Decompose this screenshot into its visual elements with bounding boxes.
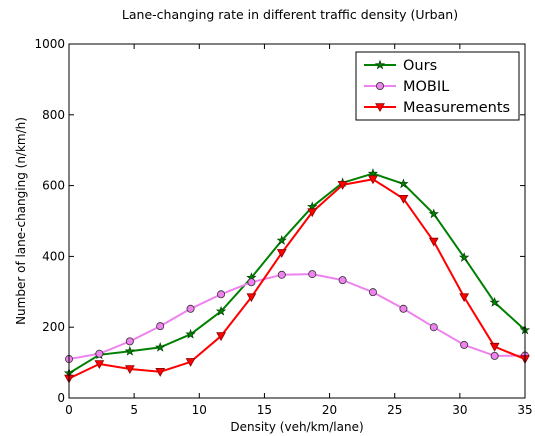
ours-line <box>68 172 526 375</box>
x-axis-label: Density (veh/km/lane) <box>230 420 363 434</box>
y-tick-label: 800 <box>42 108 65 122</box>
ours-marker <box>215 305 227 316</box>
series-mobil <box>65 270 530 364</box>
measurements-marker <box>489 342 500 352</box>
mobil-marker <box>368 288 377 297</box>
ours-marker <box>489 297 500 307</box>
plot-frame <box>68 43 526 399</box>
series-measurements <box>64 175 530 384</box>
ours-marker <box>155 341 166 352</box>
x-tick-label: 35 <box>517 403 532 417</box>
x-tick-label: 5 <box>130 403 138 417</box>
measurements-marker <box>155 368 166 377</box>
measurements-marker <box>246 293 257 303</box>
legend-label: Measurements <box>403 100 510 116</box>
ours-marker <box>124 345 135 356</box>
y-tick-label: 200 <box>42 320 65 334</box>
y-tick-label: 600 <box>42 179 65 193</box>
mobil-marker <box>308 270 317 279</box>
measurements-marker <box>216 332 226 342</box>
legend-label: Ours <box>403 58 437 74</box>
measurements-marker <box>185 358 196 367</box>
measurements-marker <box>94 360 105 370</box>
mobil-marker <box>247 278 256 287</box>
mobil-line <box>68 273 526 361</box>
legend-measurements-marker <box>375 103 385 113</box>
mobil-marker <box>338 276 347 285</box>
ours-marker <box>185 328 196 339</box>
measurements-marker <box>459 293 470 303</box>
legend-item-ours: Ours <box>364 58 437 74</box>
series-group <box>63 168 531 384</box>
measurements-marker <box>398 194 409 204</box>
ours-marker <box>367 168 379 178</box>
y-tick-label: 0 <box>57 391 65 405</box>
legend-item-measurements: Measurements <box>364 100 510 116</box>
legend-mobil-marker <box>375 82 384 91</box>
mobil-marker <box>277 270 286 279</box>
x-tick-label: 0 <box>65 403 73 417</box>
measurements-marker <box>428 237 439 247</box>
y-axis-label: Number of lane-changing (n/km/h) <box>14 117 28 325</box>
chart-title: Lane-changing rate in different traffic … <box>122 7 458 22</box>
measurements-marker <box>337 181 348 190</box>
mobil-marker <box>217 290 226 299</box>
mobil-marker <box>156 322 165 331</box>
legend-ours-marker <box>374 59 386 70</box>
y-tick-label: 1000 <box>34 37 65 51</box>
mobil-marker <box>399 304 408 313</box>
mobil-marker <box>95 349 104 358</box>
y-tick-label: 400 <box>42 249 65 263</box>
x-tick-label: 30 <box>452 403 467 417</box>
measurements-line <box>68 178 526 380</box>
legend-item-mobil: MOBIL <box>364 79 449 95</box>
mobil-marker <box>490 351 499 360</box>
ours-marker <box>276 235 287 245</box>
mobil-marker <box>125 337 134 346</box>
measurements-marker <box>124 365 135 374</box>
measurements-marker <box>307 208 318 218</box>
ours-marker <box>428 208 439 219</box>
legend-label: MOBIL <box>403 79 449 95</box>
x-tick-label: 20 <box>322 403 337 417</box>
mobil-marker <box>429 323 438 332</box>
ours-marker <box>459 252 470 262</box>
axes: 0 5 10 15 20 25 30 35 0 200 400 600 800 1000 <box>34 37 532 417</box>
x-tick-label: 10 <box>192 403 207 417</box>
ours-marker <box>398 178 409 189</box>
mobil-marker <box>460 340 469 349</box>
legend: Ours MOBIL Measurements <box>355 51 520 121</box>
measurements-marker <box>368 175 378 185</box>
mobil-marker <box>186 304 195 313</box>
x-tick-label: 15 <box>257 403 272 417</box>
measurements-marker <box>276 249 287 258</box>
x-tick-label: 25 <box>387 403 402 417</box>
